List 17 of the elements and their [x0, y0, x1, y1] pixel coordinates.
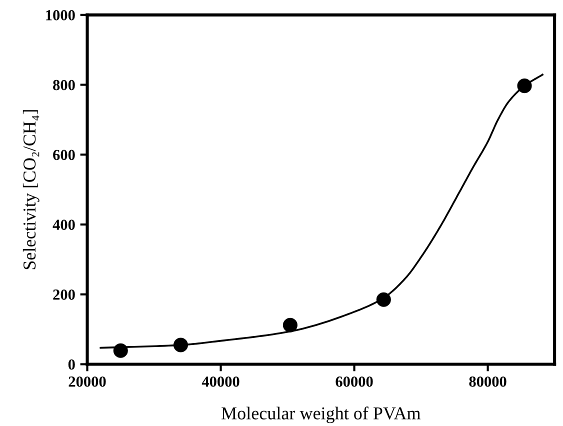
y-axis-title: Selectivity [CO₂/CH₄]: [22, 110, 40, 270]
y-tick-label: 0: [68, 359, 75, 370]
y-tick-label: 200: [53, 290, 75, 300]
point: [376, 292, 391, 307]
point: [113, 343, 128, 358]
x-tick-label: 60000: [336, 376, 373, 387]
point: [517, 78, 532, 94]
x-tick-label: 40000: [202, 376, 240, 387]
y-tick-label: 600: [53, 150, 75, 160]
y-tick-label: 1000: [46, 10, 75, 20]
x-tick-label: 80000: [469, 376, 506, 387]
y-tick-label: 400: [52, 220, 75, 230]
point: [282, 318, 298, 332]
x-tick-label: 20000: [68, 376, 106, 387]
point: [173, 338, 188, 352]
x-axis-title: Molecular weight of PVAm: [222, 406, 421, 424]
y-tick-label: 800: [53, 80, 75, 90]
